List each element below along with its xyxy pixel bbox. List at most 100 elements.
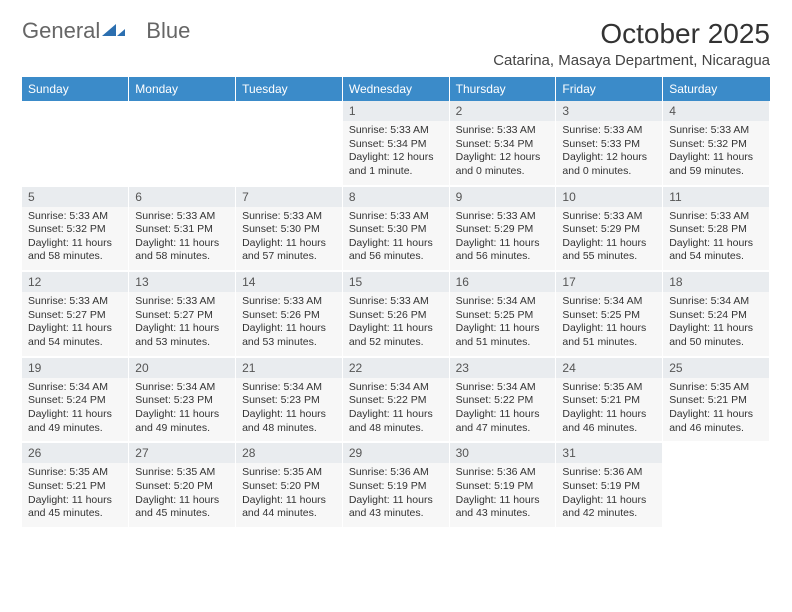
day-detail-cell: Sunrise: 5:34 AMSunset: 5:24 PMDaylight:…	[663, 292, 770, 357]
day-detail-line: Sunrise: 5:34 AM	[28, 381, 122, 395]
day-detail-line: Sunrise: 5:33 AM	[562, 124, 656, 138]
day-detail-line: Sunset: 5:21 PM	[28, 480, 122, 494]
day-detail-cell	[236, 121, 343, 186]
day-detail-line: Daylight: 11 hours and 43 minutes.	[456, 494, 550, 521]
day-number-cell: 14	[236, 271, 343, 292]
day-detail-line: Daylight: 11 hours and 49 minutes.	[28, 408, 122, 435]
day-detail-line: Daylight: 11 hours and 56 minutes.	[456, 237, 550, 264]
day-detail-line: Daylight: 11 hours and 54 minutes.	[28, 322, 122, 349]
day-detail-line: Daylight: 11 hours and 52 minutes.	[349, 322, 443, 349]
weekday-header: Tuesday	[236, 77, 343, 101]
day-number-cell: 15	[342, 271, 449, 292]
day-detail-cell: Sunrise: 5:33 AMSunset: 5:33 PMDaylight:…	[556, 121, 663, 186]
day-detail-line: Daylight: 11 hours and 46 minutes.	[562, 408, 656, 435]
day-detail-line: Sunrise: 5:33 AM	[669, 210, 763, 224]
day-detail-line: Daylight: 11 hours and 45 minutes.	[135, 494, 229, 521]
day-detail-cell: Sunrise: 5:36 AMSunset: 5:19 PMDaylight:…	[342, 463, 449, 528]
day-detail-line: Daylight: 12 hours and 1 minute.	[349, 151, 443, 178]
day-detail-line: Sunset: 5:22 PM	[349, 394, 443, 408]
day-detail-line: Sunset: 5:24 PM	[28, 394, 122, 408]
day-detail-cell: Sunrise: 5:36 AMSunset: 5:19 PMDaylight:…	[556, 463, 663, 528]
day-detail-line: Sunrise: 5:33 AM	[135, 295, 229, 309]
weekday-header: Wednesday	[342, 77, 449, 101]
day-detail-cell: Sunrise: 5:33 AMSunset: 5:34 PMDaylight:…	[342, 121, 449, 186]
day-detail-cell: Sunrise: 5:33 AMSunset: 5:32 PMDaylight:…	[663, 121, 770, 186]
day-detail-line: Sunrise: 5:33 AM	[456, 210, 550, 224]
day-detail-cell: Sunrise: 5:33 AMSunset: 5:28 PMDaylight:…	[663, 207, 770, 272]
day-detail-line: Sunset: 5:34 PM	[349, 138, 443, 152]
day-detail-line: Sunrise: 5:35 AM	[242, 466, 336, 480]
day-detail-line: Daylight: 11 hours and 57 minutes.	[242, 237, 336, 264]
day-number-cell: 9	[449, 186, 556, 207]
day-detail-line: Daylight: 11 hours and 51 minutes.	[456, 322, 550, 349]
day-number-cell: 1	[342, 101, 449, 121]
day-detail-line: Sunrise: 5:33 AM	[242, 210, 336, 224]
day-number-cell: 20	[129, 357, 236, 378]
day-detail-line: Sunrise: 5:36 AM	[562, 466, 656, 480]
day-number-cell: 24	[556, 357, 663, 378]
day-number-cell: 8	[342, 186, 449, 207]
day-detail-line: Sunset: 5:19 PM	[349, 480, 443, 494]
day-detail-cell	[663, 463, 770, 528]
day-number-cell	[236, 101, 343, 121]
day-detail-line: Sunset: 5:24 PM	[669, 309, 763, 323]
day-detail-line: Sunrise: 5:34 AM	[456, 381, 550, 395]
logo-icon	[102, 18, 126, 44]
logo-text-2: Blue	[146, 18, 190, 44]
day-detail-line: Sunrise: 5:33 AM	[349, 124, 443, 138]
day-detail-cell: Sunrise: 5:34 AMSunset: 5:25 PMDaylight:…	[449, 292, 556, 357]
weekday-header: Saturday	[663, 77, 770, 101]
day-detail-line: Sunset: 5:19 PM	[456, 480, 550, 494]
day-detail-line: Daylight: 11 hours and 46 minutes.	[669, 408, 763, 435]
day-number-cell: 18	[663, 271, 770, 292]
day-number-row: 262728293031	[22, 442, 770, 463]
day-number-cell	[129, 101, 236, 121]
day-number-cell: 19	[22, 357, 129, 378]
day-detail-line: Sunset: 5:25 PM	[562, 309, 656, 323]
day-detail-cell: Sunrise: 5:36 AMSunset: 5:19 PMDaylight:…	[449, 463, 556, 528]
weekday-header: Thursday	[449, 77, 556, 101]
day-detail-cell: Sunrise: 5:35 AMSunset: 5:21 PMDaylight:…	[663, 378, 770, 443]
day-detail-cell: Sunrise: 5:34 AMSunset: 5:23 PMDaylight:…	[236, 378, 343, 443]
day-detail-line: Sunset: 5:23 PM	[135, 394, 229, 408]
day-number-cell: 28	[236, 442, 343, 463]
day-detail-line: Sunset: 5:30 PM	[242, 223, 336, 237]
day-detail-line: Daylight: 11 hours and 59 minutes.	[669, 151, 763, 178]
day-detail-line: Sunrise: 5:33 AM	[562, 210, 656, 224]
day-detail-cell: Sunrise: 5:34 AMSunset: 5:23 PMDaylight:…	[129, 378, 236, 443]
day-detail-line: Daylight: 12 hours and 0 minutes.	[562, 151, 656, 178]
day-detail-line: Sunrise: 5:33 AM	[28, 295, 122, 309]
day-number-cell	[22, 101, 129, 121]
day-detail-line: Daylight: 11 hours and 53 minutes.	[135, 322, 229, 349]
day-detail-cell: Sunrise: 5:35 AMSunset: 5:20 PMDaylight:…	[129, 463, 236, 528]
day-number-cell: 29	[342, 442, 449, 463]
day-number-cell: 21	[236, 357, 343, 378]
day-detail-cell: Sunrise: 5:35 AMSunset: 5:21 PMDaylight:…	[556, 378, 663, 443]
day-detail-row: Sunrise: 5:35 AM Sunset: 5:21 PM Daylight:…	[22, 463, 770, 528]
day-number-cell: 22	[342, 357, 449, 378]
day-detail-cell: Sunrise: 5:33 AMSunset: 5:26 PMDaylight:…	[236, 292, 343, 357]
day-detail-line: Sunrise: 5:33 AM	[349, 210, 443, 224]
day-number-cell: 11	[663, 186, 770, 207]
day-detail-line: Sunset: 5:21 PM	[562, 394, 656, 408]
day-number-row: 12131415161718	[22, 271, 770, 292]
day-detail-line: Daylight: 11 hours and 49 minutes.	[135, 408, 229, 435]
day-detail-cell: Sunrise: 5:34 AMSunset: 5:24 PMDaylight:…	[22, 378, 129, 443]
day-number-cell: 26	[22, 442, 129, 463]
day-detail-line: Daylight: 11 hours and 58 minutes.	[28, 237, 122, 264]
day-detail-line: Sunrise: 5:35 AM	[135, 466, 229, 480]
day-number-cell: 10	[556, 186, 663, 207]
day-detail-row: Sunrise: 5:34 AMSunset: 5:24 PMDaylight:…	[22, 378, 770, 443]
day-detail-line: Sunset: 5:31 PM	[135, 223, 229, 237]
day-detail-line: Sunset: 5:33 PM	[562, 138, 656, 152]
day-detail-line: Daylight: 11 hours and 48 minutes.	[349, 408, 443, 435]
day-number-row: 19202122232425	[22, 357, 770, 378]
day-detail-line: Daylight: 11 hours and 54 minutes.	[669, 237, 763, 264]
day-detail-line: Sunset: 5:20 PM	[242, 480, 336, 494]
day-detail-line: Sunset: 5:23 PM	[242, 394, 336, 408]
day-detail-cell: Sunrise: 5:33 AMSunset: 5:29 PMDaylight:…	[449, 207, 556, 272]
day-detail-line: Daylight: 11 hours and 48 minutes.	[242, 408, 336, 435]
day-detail-line: Sunset: 5:32 PM	[669, 138, 763, 152]
day-detail-cell: Sunrise: 5:35 AMSunset: 5:20 PMDaylight:…	[236, 463, 343, 528]
day-number-cell: 16	[449, 271, 556, 292]
